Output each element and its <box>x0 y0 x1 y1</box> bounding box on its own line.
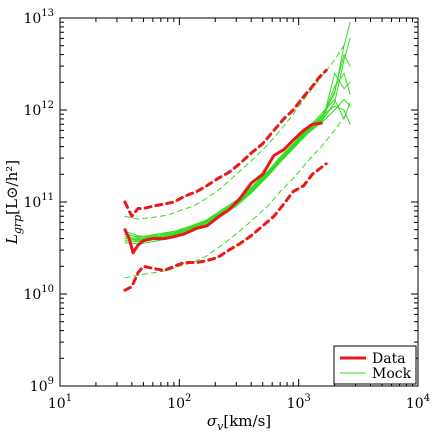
series-mock-upper-bound <box>124 41 347 220</box>
series-mock-7 <box>124 105 351 239</box>
series-mock-6 <box>124 72 351 243</box>
series-mock-4 <box>124 72 351 239</box>
y-tick-label: 1010 <box>23 284 54 303</box>
y-tick-label: 1013 <box>23 8 54 27</box>
series-mock-8 <box>124 54 351 241</box>
legend-box <box>333 345 417 385</box>
series-mock-lower-bound <box>124 113 347 279</box>
legend-label-data: Data <box>372 351 406 367</box>
x-tick-label: 102 <box>167 393 191 412</box>
axis-ticks <box>59 17 419 387</box>
series-data <box>123 121 323 255</box>
x-tick-label: 104 <box>406 393 430 412</box>
y-tick-label: 109 <box>30 376 54 395</box>
x-tick-label: 101 <box>48 393 72 412</box>
series-data-upper-bound <box>123 68 328 218</box>
y-tick-label: 1012 <box>23 100 54 119</box>
series-mock-1 <box>124 37 351 242</box>
y-axis-label: Lgrp[L⊙/h²] <box>3 160 24 245</box>
legend-label-mock: Mock <box>372 366 412 382</box>
y-tick-label: 1011 <box>23 192 54 211</box>
x-axis-label: σv[km/s] <box>207 412 271 433</box>
tick-labels: 101 102 103 104 109 1010 1011 1012 1013 <box>23 8 430 412</box>
series-data-lower-bound <box>123 162 328 292</box>
plot-series <box>123 21 351 292</box>
x-tick-label: 103 <box>287 393 311 412</box>
